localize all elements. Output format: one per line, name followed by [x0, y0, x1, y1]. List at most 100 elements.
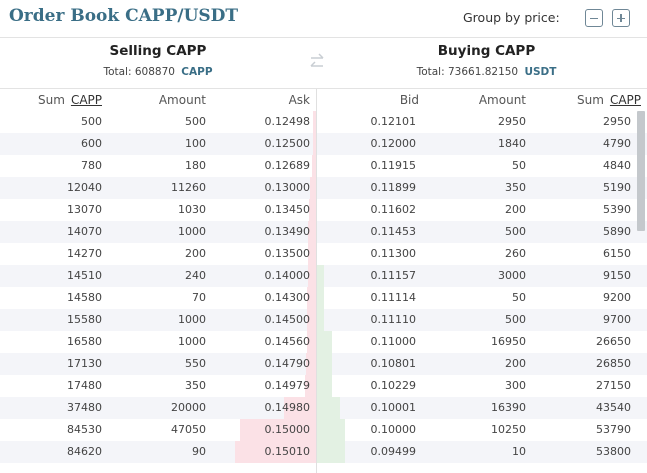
buy-sum-cell: 9700	[603, 313, 631, 326]
table-row[interactable]: 14070 1000 0.13490	[0, 221, 316, 243]
buy-amount-cell: 260	[505, 247, 526, 260]
sell-amount-cell: 240	[185, 269, 206, 282]
depth-bar	[307, 309, 316, 331]
book-divider	[316, 89, 317, 473]
table-row[interactable]: 0.12101 2950 2950	[317, 111, 647, 133]
table-row[interactable]: 0.11453 500 5890	[317, 221, 647, 243]
sell-ask-cell: 0.14000	[264, 269, 311, 282]
table-row[interactable]: 0.11110 500 9700	[317, 309, 647, 331]
table-row[interactable]: 17130 550 0.14790	[0, 353, 316, 375]
table-row[interactable]: 500 500 0.12498	[0, 111, 316, 133]
table-row[interactable]: 12040 11260 0.13000	[0, 177, 316, 199]
depth-bar	[313, 133, 316, 155]
table-row[interactable]: 0.10001 16390 43540	[317, 397, 647, 419]
buy-sum-cell: 26650	[596, 335, 631, 348]
table-row[interactable]: 13070 1030 0.13450	[0, 199, 316, 221]
buy-sum-cell: 43540	[596, 401, 631, 414]
table-row[interactable]: 0.11300 260 6150	[317, 243, 647, 265]
depth-bar	[317, 331, 332, 353]
buy-amount-cell: 10	[512, 445, 526, 458]
table-row[interactable]: 780 180 0.12689	[0, 155, 316, 177]
sell-sum-cell: 12040	[67, 181, 102, 194]
sell-ask-cell: 0.12500	[264, 137, 311, 150]
sell-order-list: 500 500 0.12498 600 100 0.12500 780 180 0.12689 1…	[0, 111, 316, 473]
sell-sum-cell: 14070	[67, 225, 102, 238]
buy-bid-cell: 0.10000	[370, 423, 417, 436]
swap-arrows-icon[interactable]	[308, 51, 326, 73]
sell-sum-cell: 37480	[67, 401, 102, 414]
table-row[interactable]: 0.11000 16950 26650	[317, 331, 647, 353]
table-row[interactable]: 0.11915 50 4840	[317, 155, 647, 177]
table-row[interactable]: 0.11899 350 5190	[317, 177, 647, 199]
selling-total: Total: 608870 CAPP	[0, 66, 316, 78]
buy-amount-cell: 200	[505, 203, 526, 216]
sell-amount-cell: 47050	[171, 423, 206, 436]
buy-sum-cell: 4840	[603, 159, 631, 172]
sell-sum-cell: 14270	[67, 247, 102, 260]
buy-sum-cell: 26850	[596, 357, 631, 370]
buy-bid-cell: 0.12101	[370, 115, 417, 128]
group-decrease-button[interactable]	[585, 9, 603, 27]
depth-bar	[310, 177, 316, 199]
table-row[interactable]: 0.09499 10 53800	[317, 441, 647, 463]
table-row[interactable]: 84620 90 0.15010	[0, 441, 316, 463]
group-increase-button[interactable]	[612, 9, 630, 27]
sell-amount-cell: 11260	[171, 181, 206, 194]
order-book-header: Order Book CAPP/USDT Group by price:	[0, 0, 647, 37]
buy-sum-cell: 5190	[603, 181, 631, 194]
selling-title: Selling CAPP	[109, 43, 207, 59]
buy-sum-cell: 2950	[603, 115, 631, 128]
depth-bar	[306, 353, 316, 375]
table-row[interactable]: 0.11114 50 9200	[317, 287, 647, 309]
table-row[interactable]: 84530 47050 0.15000	[0, 419, 316, 441]
sell-amount-cell: 500	[185, 115, 206, 128]
buy-amount-cell: 16390	[491, 401, 526, 414]
sell-sum-header: Sum CAPP	[0, 89, 102, 111]
buy-sum-cell: 53790	[596, 423, 631, 436]
table-row[interactable]: 14510 240 0.14000	[0, 265, 316, 287]
sell-ask-cell: 0.14560	[264, 335, 311, 348]
buy-bid-cell: 0.11300	[370, 247, 417, 260]
sell-sum-unit-toggle[interactable]: CAPP	[70, 93, 102, 107]
column-header-divider	[0, 88, 647, 89]
sell-sum-cell: 13070	[67, 203, 102, 216]
buy-amount-cell: 16950	[491, 335, 526, 348]
table-row[interactable]: 14580 70 0.14300	[0, 287, 316, 309]
table-row[interactable]: 0.11157 3000 9150	[317, 265, 647, 287]
table-row[interactable]: 16580 1000 0.14560	[0, 331, 316, 353]
depth-bar	[308, 265, 316, 287]
buy-bid-cell: 0.11114	[370, 291, 417, 304]
sell-amount-cell: 70	[192, 291, 206, 304]
selling-header: Selling CAPP Total: 608870 CAPP	[0, 38, 316, 88]
table-row[interactable]: 0.10229 300 27150	[317, 375, 647, 397]
sell-amount-cell: 20000	[171, 401, 206, 414]
scrollbar-thumb[interactable]	[637, 111, 645, 231]
table-row[interactable]: 0.10801 200 26850	[317, 353, 647, 375]
table-row[interactable]: 600 100 0.12500	[0, 133, 316, 155]
buy-amount-cell: 50	[512, 159, 526, 172]
selling-total-currency: CAPP	[181, 66, 213, 78]
sell-ask-cell: 0.15010	[264, 445, 311, 458]
sell-amount-cell: 550	[185, 357, 206, 370]
sell-ask-cell: 0.14300	[264, 291, 311, 304]
buy-sum-cell: 9200	[603, 291, 631, 304]
buy-sum-unit-toggle[interactable]: CAPP	[609, 93, 641, 107]
sell-amount-cell: 180	[185, 159, 206, 172]
buy-amount-header: Amount	[478, 93, 526, 107]
buying-header: Buying CAPP Total: 73661.82150 USDT	[326, 38, 647, 88]
sell-amount-cell: 1000	[178, 313, 206, 326]
buy-amount-cell: 500	[505, 313, 526, 326]
sell-ask-cell: 0.14790	[264, 357, 311, 370]
sell-sum-cell: 16580	[67, 335, 102, 348]
sell-ask-cell: 0.13000	[264, 181, 311, 194]
sell-ask-cell: 0.13490	[264, 225, 311, 238]
table-row[interactable]: 14270 200 0.13500	[0, 243, 316, 265]
table-row[interactable]: 15580 1000 0.14500	[0, 309, 316, 331]
buy-sum-header: Sum CAPP	[530, 89, 641, 111]
table-row[interactable]: 0.11602 200 5390	[317, 199, 647, 221]
table-row[interactable]: 0.10000 10250 53790	[317, 419, 647, 441]
table-row[interactable]: 0.12000 1840 4790	[317, 133, 647, 155]
table-row[interactable]: 17480 350 0.14979	[0, 375, 316, 397]
table-row[interactable]: 37480 20000 0.14980	[0, 397, 316, 419]
buy-bid-cell: 0.10801	[370, 357, 417, 370]
